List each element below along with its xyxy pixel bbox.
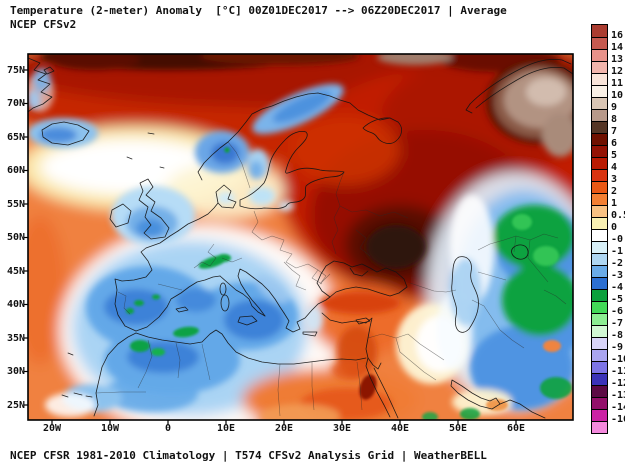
colorbar-label: -13 — [611, 390, 625, 401]
colorbar-label: 6 — [611, 138, 618, 149]
anomaly-fields-small — [126, 147, 572, 420]
colorbar-segment — [592, 421, 607, 433]
colorbar-label: 12 — [611, 66, 624, 77]
latitude-label: 40N — [6, 299, 25, 310]
colorbar-label: 10 — [611, 90, 624, 101]
colorbar-label: 7 — [611, 126, 618, 137]
longitude-label: 60E — [506, 423, 526, 434]
longitude-label: 0 — [164, 423, 172, 434]
longitude-label: 30E — [332, 423, 352, 434]
colorbar-segment — [592, 25, 607, 37]
colorbar-label: -14 — [611, 402, 625, 413]
colorbar-segment — [592, 61, 607, 73]
colorbar-segment — [592, 169, 607, 181]
colorbar-segment — [592, 145, 607, 157]
colorbar-segment — [592, 385, 607, 397]
longitude-ticks — [51, 420, 517, 425]
colorbar-segment — [592, 121, 607, 133]
colorbar-segment — [592, 397, 607, 409]
colorbar-segment — [592, 97, 607, 109]
longitude-label: 50E — [448, 423, 468, 434]
colorbar-segment — [592, 109, 607, 121]
latitude-label: 50N — [6, 232, 25, 243]
latitude-label: 60N — [6, 165, 25, 176]
colorbar-segment — [592, 277, 607, 289]
colorbar-segment — [592, 49, 607, 61]
latitude-label: 70N — [6, 98, 25, 109]
colorbar-segment — [592, 85, 607, 97]
colorbar-segment — [592, 265, 607, 277]
colorbar-segment — [592, 217, 607, 229]
model-subtitle: NCEP CFSv2 — [10, 18, 77, 31]
colorbar-label: -12 — [611, 378, 625, 389]
colorbar-label: 4 — [611, 162, 618, 173]
colorbar-segment — [592, 349, 607, 361]
colorbar-label: 9 — [611, 102, 618, 113]
colorbar-label: -9 — [611, 342, 624, 353]
colorbar-label: -4 — [611, 282, 624, 293]
colorbar-segment — [592, 133, 607, 145]
longitude-label: 10E — [216, 423, 236, 434]
colorbar-segment — [592, 205, 607, 217]
longitude-label: 20E — [274, 423, 294, 434]
colorbar-label: 13 — [611, 54, 624, 65]
colorbar-label: -0.5 — [611, 234, 625, 245]
colorbar-segment — [592, 301, 607, 313]
colorbar — [591, 24, 608, 434]
colorbar-segment — [592, 289, 607, 301]
colorbar-label: -2 — [611, 258, 624, 269]
country-borders — [95, 141, 567, 417]
colorbar-segment — [592, 337, 607, 349]
latitude-label: 35N — [6, 332, 25, 344]
latitude-label: 75N — [6, 64, 25, 76]
colorbar-label: 5 — [611, 150, 618, 161]
colorbar-segment — [592, 73, 607, 85]
anomaly-field — [28, 54, 573, 420]
colorbar-segment — [592, 241, 607, 253]
colorbar-label: -7 — [611, 318, 624, 329]
colorbar-label: -3 — [611, 270, 624, 281]
colorbar-label: -5 — [611, 294, 624, 305]
colorbar-label: -1 — [611, 246, 624, 257]
colorbar-segment — [592, 181, 607, 193]
latitude-label: 65N — [6, 131, 25, 143]
colorbar-segment — [592, 409, 607, 421]
longitude-label: 20W — [42, 423, 62, 434]
colorbar-segment — [592, 313, 607, 325]
colorbar-label: 14 — [611, 42, 624, 53]
latitude-label: 25N — [6, 399, 25, 411]
colorbar-segment — [592, 253, 607, 265]
colorbar-label: 1 — [611, 198, 618, 209]
colorbar-label: 2 — [611, 186, 618, 197]
colorbar-segment — [592, 361, 607, 373]
latitude-label: 30N — [6, 366, 25, 377]
colorbar-label: 0 — [611, 222, 618, 233]
longitude-label: 40E — [390, 423, 410, 434]
colorbar-segment — [592, 37, 607, 49]
page-title: Temperature (2-meter) Anomaly [°C] 00Z01… — [10, 4, 507, 17]
colorbar-label: 8 — [611, 114, 618, 125]
colorbar-label: -6 — [611, 306, 624, 317]
colorbar-label: 0.5 — [611, 210, 625, 221]
colorbar-segment — [592, 229, 607, 241]
colorbar-segment — [592, 373, 607, 385]
coastlines — [28, 57, 573, 419]
longitude-label: 10W — [100, 423, 120, 434]
source-caption: NCEP CFSR 1981-2010 Climatology | T574 C… — [10, 449, 487, 462]
latitude-ticks — [23, 69, 28, 406]
colorbar-label: -8 — [611, 330, 624, 341]
colorbar-label: -10 — [611, 354, 625, 365]
colorbar-label: 3 — [611, 174, 618, 185]
colorbar-label: -16 — [611, 414, 625, 425]
latitude-label: 45N — [6, 265, 25, 277]
colorbar-segment — [592, 325, 607, 337]
colorbar-label: 16 — [611, 30, 624, 41]
colorbar-label: -11 — [611, 366, 625, 377]
colorbar-segment — [592, 157, 607, 169]
colorbar-label: 11 — [611, 78, 624, 89]
latitude-label: 55N — [6, 198, 25, 210]
colorbar-segment — [592, 193, 607, 205]
